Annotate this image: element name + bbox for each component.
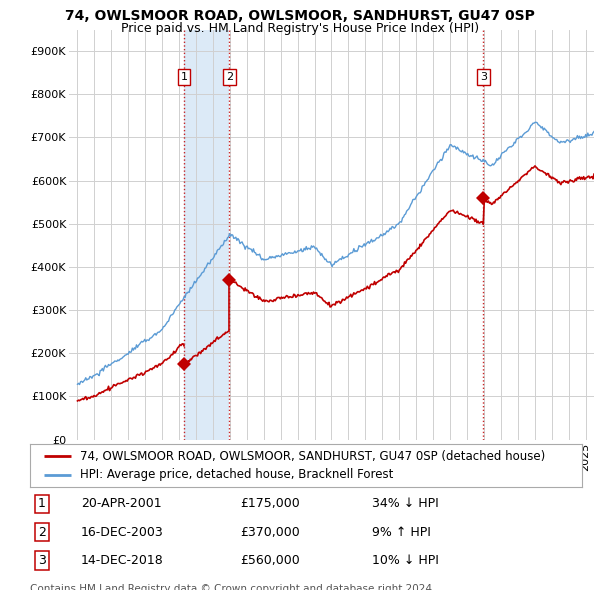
Text: HPI: Average price, detached house, Bracknell Forest: HPI: Average price, detached house, Brac… [80, 468, 393, 481]
Text: 10% ↓ HPI: 10% ↓ HPI [372, 554, 439, 567]
Text: 1: 1 [38, 497, 46, 510]
Text: Contains HM Land Registry data © Crown copyright and database right 2024.
This d: Contains HM Land Registry data © Crown c… [30, 584, 436, 590]
Text: 3: 3 [38, 554, 46, 567]
Text: 2: 2 [226, 72, 233, 82]
Text: 16-DEC-2003: 16-DEC-2003 [81, 526, 164, 539]
Text: 2: 2 [38, 526, 46, 539]
Text: Price paid vs. HM Land Registry's House Price Index (HPI): Price paid vs. HM Land Registry's House … [121, 22, 479, 35]
Text: 20-APR-2001: 20-APR-2001 [81, 497, 161, 510]
Text: £370,000: £370,000 [240, 526, 300, 539]
Text: 14-DEC-2018: 14-DEC-2018 [81, 554, 164, 567]
Text: £175,000: £175,000 [240, 497, 300, 510]
Bar [184, 30, 229, 440]
Text: 1: 1 [181, 72, 188, 82]
Text: £560,000: £560,000 [240, 554, 300, 567]
Text: 74, OWLSMOOR ROAD, OWLSMOOR, SANDHURST, GU47 0SP: 74, OWLSMOOR ROAD, OWLSMOOR, SANDHURST, … [65, 9, 535, 23]
Text: 3: 3 [480, 72, 487, 82]
Text: 74, OWLSMOOR ROAD, OWLSMOOR, SANDHURST, GU47 0SP (detached house): 74, OWLSMOOR ROAD, OWLSMOOR, SANDHURST, … [80, 450, 545, 463]
Text: 9% ↑ HPI: 9% ↑ HPI [372, 526, 431, 539]
Text: 34% ↓ HPI: 34% ↓ HPI [372, 497, 439, 510]
